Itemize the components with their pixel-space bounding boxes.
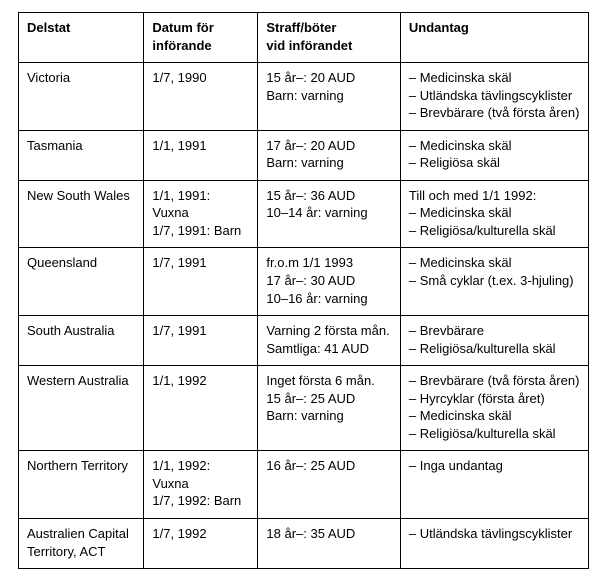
cell-exceptions-line: – Utländska tävlingscyklister <box>409 87 580 105</box>
th-exceptions: Undantag <box>400 13 588 63</box>
table-row: Australien Capital Territory, ACT 1/7, 19… <box>19 519 589 569</box>
cell-exceptions-line: – Brevbärare (två första åren) <box>409 104 580 122</box>
cell-penalty-line: 10–14 år: varning <box>266 204 392 222</box>
cell-state: South Australia <box>19 316 144 366</box>
cell-penalty-line: Barn: varning <box>266 154 392 172</box>
cell-penalty-line: 10–16 år: varning <box>266 290 392 308</box>
cell-state: Queensland <box>19 248 144 316</box>
cell-penalty: 17 år–: 20 AUDBarn: varning <box>258 130 401 180</box>
cell-date-line: 1/7, 1991: Barn <box>152 222 249 240</box>
table-row: New South Wales1/1, 1991: Vuxna1/7, 1991… <box>19 180 589 248</box>
cell-date: 1/7, 1990 <box>144 63 258 131</box>
cell-exceptions: – Medicinska skäl– Religiösa skäl <box>400 130 588 180</box>
cell-exceptions: – Inga undantag <box>400 451 588 519</box>
cell-date-line: 1/7, 1991 <box>152 254 249 272</box>
table-row: Victoria 1/7, 1990 15 år–: 20 AUDBarn: var… <box>19 63 589 131</box>
cell-penalty-line: Inget första 6 mån. <box>266 372 392 390</box>
cell-penalty-line: 15 år–: 25 AUD <box>266 390 392 408</box>
table-row: Queensland 1/7, 1991 fr.o.m 1/1 199317 år–… <box>19 248 589 316</box>
cell-exceptions-line: – Religiösa/kulturella skäl <box>409 340 580 358</box>
cell-exceptions: – Brevbärare (två första åren)– Hyrcykla… <box>400 366 588 451</box>
cell-penalty: 18 år–: 35 AUD <box>258 519 401 569</box>
cell-state: Australien Capital Territory, ACT <box>19 519 144 569</box>
th-state: Delstat <box>19 13 144 63</box>
cell-penalty: Varning 2 första mån.Samtliga: 41 AUD <box>258 316 401 366</box>
cell-exceptions-line: – Inga undantag <box>409 457 580 475</box>
th-date-line2: införande <box>152 37 249 55</box>
cell-exceptions-line: – Medicinska skäl <box>409 137 580 155</box>
cell-exceptions: – Medicinska skäl– Små cyklar (t.ex. 3-h… <box>400 248 588 316</box>
cell-state: Victoria <box>19 63 144 131</box>
cell-exceptions: Till och med 1/1 1992:– Medicinska skäl–… <box>400 180 588 248</box>
th-penalty-line1: Straff/böter <box>266 19 392 37</box>
cell-penalty-line: 17 år–: 20 AUD <box>266 137 392 155</box>
th-date: Datum för införande <box>144 13 258 63</box>
cell-exceptions: – Brevbärare– Religiösa/kulturella skäl <box>400 316 588 366</box>
cell-date-line: 1/1, 1992 <box>152 372 249 390</box>
cell-penalty: 16 år–: 25 AUD <box>258 451 401 519</box>
cell-exceptions-line: – Hyrcyklar (första året) <box>409 390 580 408</box>
cell-state: Northern Territory <box>19 451 144 519</box>
table-row: Tasmania 1/1, 1991 17 år–: 20 AUDBarn: var… <box>19 130 589 180</box>
cell-state: Tasmania <box>19 130 144 180</box>
cell-penalty: Inget första 6 mån.15 år–: 25 AUDBarn: v… <box>258 366 401 451</box>
cell-penalty-line: 18 år–: 35 AUD <box>266 525 392 543</box>
cell-exceptions: – Utländska tävlingscyklister <box>400 519 588 569</box>
cell-penalty-line: Samtliga: 41 AUD <box>266 340 392 358</box>
cell-date: 1/1, 1992 <box>144 366 258 451</box>
cell-penalty-line: 15 år–: 36 AUD <box>266 187 392 205</box>
cell-date-line: 1/7, 1990 <box>152 69 249 87</box>
cell-penalty-line: fr.o.m 1/1 1993 <box>266 254 392 272</box>
table-row: South Australia 1/7, 1991 Varning 2 första… <box>19 316 589 366</box>
cell-penalty-line: Barn: varning <box>266 87 392 105</box>
table-body: Victoria1/7, 199015 år–: 20 AUDBarn: var… <box>19 63 589 569</box>
cell-date: 1/1, 1991: Vuxna1/7, 1991: Barn <box>144 180 258 248</box>
cell-exceptions-line: – Utländska tävlingscyklister <box>409 525 580 543</box>
cell-penalty: fr.o.m 1/1 199317 år–: 30 AUD10–16 år: v… <box>258 248 401 316</box>
cell-date: 1/7, 1992 <box>144 519 258 569</box>
cell-date: 1/1, 1991 <box>144 130 258 180</box>
cell-date-line: 1/7, 1992: Barn <box>152 492 249 510</box>
cell-date: 1/1, 1992: Vuxna1/7, 1992: Barn <box>144 451 258 519</box>
cell-date-line: 1/1, 1991 <box>152 137 249 155</box>
cell-date-line: 1/7, 1992 <box>152 525 249 543</box>
table-row: Northern Territory1/1, 1992: Vuxna1/7, 1… <box>19 451 589 519</box>
cell-exceptions: – Medicinska skäl– Utländska tävlingscyk… <box>400 63 588 131</box>
cell-penalty-line: 15 år–: 20 AUD <box>266 69 392 87</box>
table-header-row: Delstat Datum för införande Straff/böter… <box>19 13 589 63</box>
cell-exceptions-line: – Brevbärare (två första åren) <box>409 372 580 390</box>
cell-penalty: 15 år–: 20 AUDBarn: varning <box>258 63 401 131</box>
cell-exceptions-line: – Medicinska skäl <box>409 204 580 222</box>
cell-exceptions-line: – Brevbärare <box>409 322 580 340</box>
cell-exceptions-line: – Medicinska skäl <box>409 69 580 87</box>
cell-penalty: 15 år–: 36 AUD10–14 år: varning <box>258 180 401 248</box>
th-date-line1: Datum för <box>152 19 249 37</box>
cell-exceptions-line: – Religiösa skäl <box>409 154 580 172</box>
helmet-law-table: Delstat Datum för införande Straff/böter… <box>18 12 589 569</box>
cell-date-line: 1/1, 1991: Vuxna <box>152 187 249 222</box>
cell-state: Western Australia <box>19 366 144 451</box>
cell-penalty-line: 17 år–: 30 AUD <box>266 272 392 290</box>
cell-exceptions-line: – Små cyklar (t.ex. 3-hjuling) <box>409 272 580 290</box>
cell-exceptions-line: Till och med 1/1 1992: <box>409 187 580 205</box>
cell-penalty-line: Varning 2 första mån. <box>266 322 392 340</box>
cell-date: 1/7, 1991 <box>144 248 258 316</box>
cell-penalty-line: Barn: varning <box>266 407 392 425</box>
cell-date-line: 1/7, 1991 <box>152 322 249 340</box>
th-penalty-line2: vid införandet <box>266 37 392 55</box>
cell-exceptions-line: – Medicinska skäl <box>409 407 580 425</box>
page: { "table": { "headers": { "c0": "Delstat… <box>0 0 607 581</box>
cell-exceptions-line: – Religiösa/kulturella skäl <box>409 425 580 443</box>
cell-date-line: 1/1, 1992: Vuxna <box>152 457 249 492</box>
table-row: Western Australia 1/1, 1992 Inget första 6… <box>19 366 589 451</box>
cell-exceptions-line: – Medicinska skäl <box>409 254 580 272</box>
cell-state: New South Wales <box>19 180 144 248</box>
th-penalty: Straff/böter vid införandet <box>258 13 401 63</box>
cell-penalty-line: 16 år–: 25 AUD <box>266 457 392 475</box>
cell-date: 1/7, 1991 <box>144 316 258 366</box>
cell-exceptions-line: – Religiösa/kulturella skäl <box>409 222 580 240</box>
